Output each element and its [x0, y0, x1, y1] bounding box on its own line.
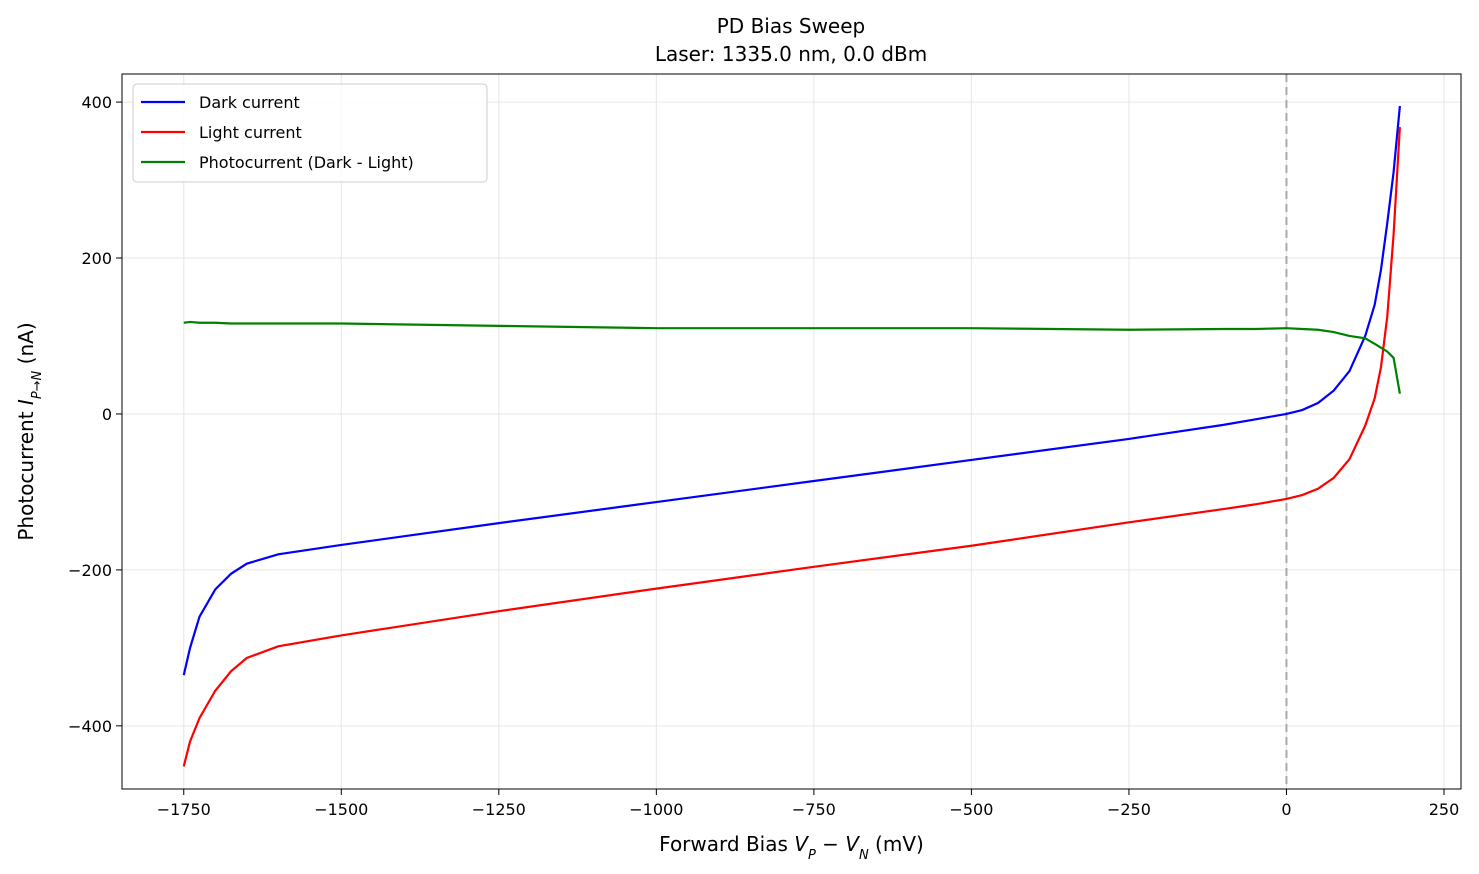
y-tick-label: −200	[68, 561, 112, 580]
y-axis-label-part: P→N	[30, 370, 45, 399]
x-axis-label-part: V	[794, 832, 809, 856]
y-tick-label: −400	[68, 717, 112, 736]
series-line	[182, 105, 1401, 676]
x-tick-label: 0	[1281, 800, 1291, 819]
x-axis-label-part: (mV)	[869, 832, 924, 856]
chart-subtitle: Laser: 1335.0 nm, 0.0 dBm	[655, 42, 927, 66]
x-axis-label-part: P	[808, 848, 816, 863]
chart-title: PD Bias Sweep	[717, 14, 866, 38]
x-tick-label: −1750	[157, 800, 211, 819]
x-axis-label-part: N	[859, 848, 869, 863]
y-tick-label: 0	[102, 405, 112, 424]
x-tick-label: −1250	[472, 800, 526, 819]
x-tick-label: 250	[1429, 800, 1460, 819]
y-axis-label-part: I	[14, 399, 38, 405]
y-axis-label-part: Photocurrent	[14, 405, 38, 541]
x-axis-label-part: Forward Bias	[659, 832, 794, 856]
legend-label: Dark current	[199, 93, 300, 112]
x-axis-label: Forward Bias VP − VN (mV)	[659, 832, 924, 863]
plot-frame	[121, 73, 1462, 790]
x-axis-label-part: V	[845, 832, 860, 856]
y-tick-label: 200	[81, 249, 112, 268]
series-line	[182, 126, 1401, 767]
x-axis-label-part: −	[816, 832, 845, 856]
y-tick-label: 400	[81, 93, 112, 112]
series-line	[183, 320, 1401, 394]
x-tick-label: −750	[792, 800, 836, 819]
x-tick-label: −500	[949, 800, 993, 819]
x-tick-label: −250	[1107, 800, 1151, 819]
legend-box	[132, 83, 488, 183]
legend-label: Light current	[199, 123, 302, 142]
y-axis-label: Photocurrent IP→N (nA)	[14, 322, 45, 540]
x-tick-label: −1500	[314, 800, 368, 819]
y-axis-label-part: (nA)	[14, 322, 38, 370]
legend-label: Photocurrent (Dark - Light)	[199, 153, 414, 172]
x-tick-label: −1000	[629, 800, 683, 819]
